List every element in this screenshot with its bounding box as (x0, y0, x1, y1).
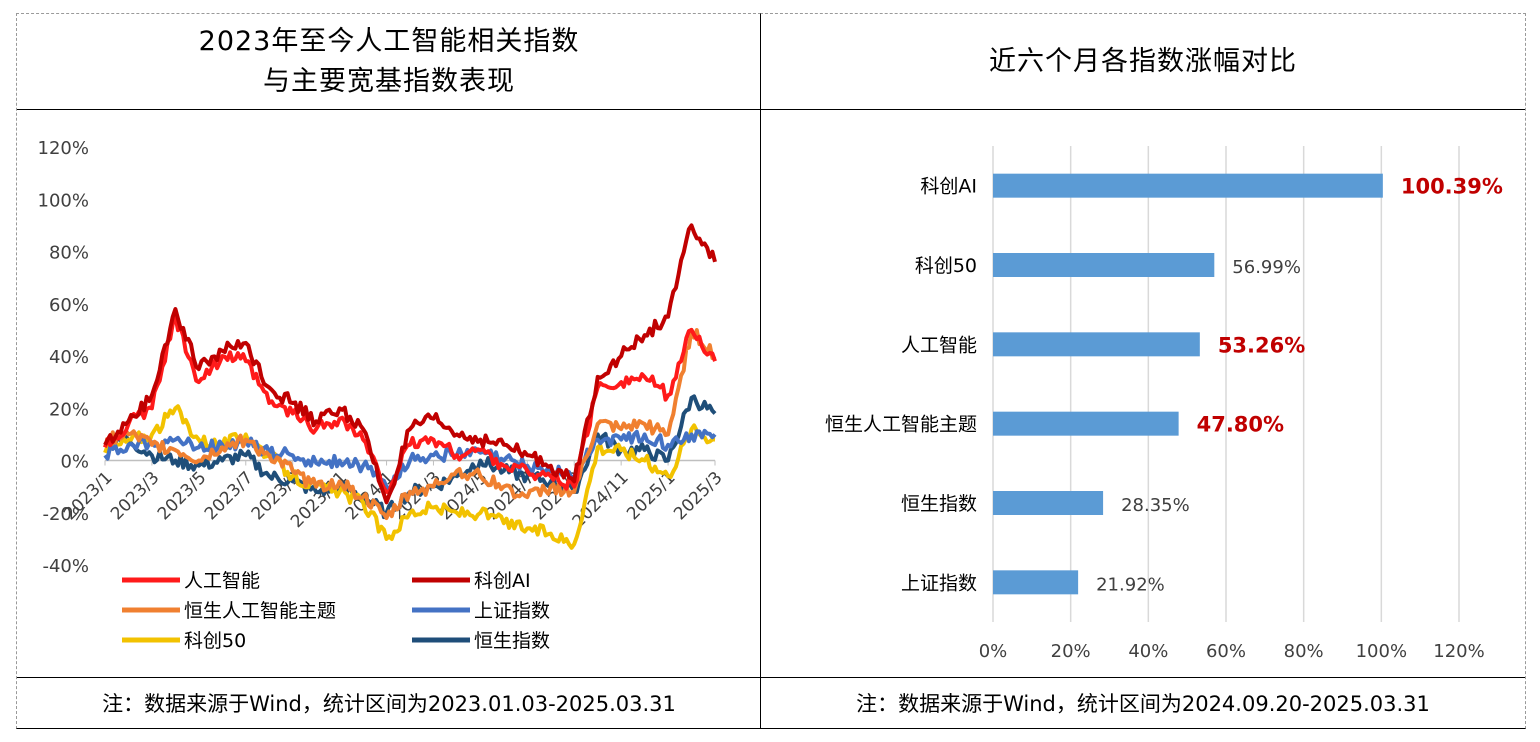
line-chart-area: 120% 100% 80% 60% 40% 20% 0% -20% -40% 2023/1 2023… (17, 110, 761, 679)
x-tick-label: 2025/3 (670, 468, 726, 524)
series-line-5 (103, 404, 716, 550)
category-label: 人工智能 (901, 334, 977, 356)
bar-data-label: 53.26% (1218, 333, 1305, 357)
right-footnote: 注：数据来源于Wind，统计区间为2024.09.20-2025.03.31 (761, 677, 1525, 728)
category-label: 科创AI (920, 176, 977, 198)
x-tick-label: 80% (1284, 641, 1324, 662)
bar-data-label: 56.99% (1232, 257, 1301, 278)
x-tick-label: 20% (1051, 641, 1091, 662)
series-line-2 (103, 223, 717, 505)
right-chart-panel: 近六个月各指数涨幅对比 0% 20% 40% 60% 80% 100% 120% 科创AI 10… (760, 13, 1526, 729)
bar (993, 411, 1179, 436)
legend-label: 科创AI (474, 570, 531, 592)
x-tick-label: 60% (1206, 641, 1246, 662)
bar (993, 570, 1079, 595)
y-tick-label: 0% (60, 452, 89, 473)
left-title-line2: 与主要宽基指数表现 (263, 65, 515, 97)
y-tick-label: 100% (38, 190, 89, 211)
left-chart-title: 2023年至今人工智能相关指数 与主要宽基指数表现 (17, 14, 761, 110)
bar (993, 253, 1215, 277)
bar-chart-area: 0% 20% 40% 60% 80% 100% 120% 科创AI 100.39% 科创50 56.… (761, 110, 1525, 679)
legend-label: 科创50 (184, 630, 246, 652)
category-label: 上证指数 (901, 572, 977, 594)
x-tick-label: 0% (979, 641, 1008, 662)
x-tick-label: 40% (1128, 641, 1168, 662)
legend-label: 人工智能 (184, 570, 260, 592)
bar-data-label: 100.39% (1401, 175, 1503, 199)
y-tick-label: 80% (49, 243, 89, 264)
bar (993, 173, 1383, 198)
x-tick-label: 120% (1433, 641, 1484, 662)
category-label: 科创50 (915, 255, 977, 277)
right-title: 近六个月各指数涨幅对比 (989, 45, 1297, 77)
series-line-3 (104, 327, 717, 520)
bar-data-label: 28.35% (1121, 495, 1190, 516)
x-tick-label: 100% (1356, 641, 1407, 662)
bar-data-label: 21.92% (1096, 574, 1165, 595)
y-tick-label: -20% (42, 504, 89, 525)
y-tick-label: -40% (42, 556, 89, 577)
y-tick-label: 20% (49, 399, 89, 420)
right-chart-title: 近六个月各指数涨幅对比 (761, 14, 1525, 110)
left-footnote: 注：数据来源于Wind，统计区间为2023.01.03-2025.03.31 (17, 677, 761, 728)
category-label: 恒生人工智能主题 (825, 414, 977, 436)
left-chart-panel: 2023年至今人工智能相关指数 与主要宽基指数表现 120% 100% 80% 60%… (16, 13, 761, 729)
legend-label: 恒生人工智能主题 (184, 600, 336, 622)
y-tick-label: 40% (49, 347, 89, 368)
bar (993, 332, 1200, 357)
bar-chart: 0% 20% 40% 60% 80% 100% 120% 科创AI 100.39% 科创50 56.… (825, 146, 1503, 662)
category-label: 恒生指数 (901, 493, 977, 515)
y-tick-label: 60% (49, 295, 89, 316)
x-tick-label: 2023/7 (201, 468, 257, 524)
left-title-line1: 2023年至今人工智能相关指数 (198, 25, 580, 57)
series-line-1 (103, 314, 717, 495)
x-tick-label: 2023/3 (107, 468, 163, 524)
bar-data-label: 47.80% (1197, 413, 1284, 437)
legend-label: 上证指数 (474, 600, 550, 622)
legend-label: 恒生指数 (474, 630, 550, 652)
bar (993, 491, 1104, 515)
y-tick-label: 120% (38, 138, 89, 159)
series-line-4 (103, 428, 717, 491)
line-chart: 120%100%80%60%40%20%0%-20%-40%2023/12023… (38, 138, 727, 652)
x-tick-label: 2023/5 (154, 468, 210, 524)
